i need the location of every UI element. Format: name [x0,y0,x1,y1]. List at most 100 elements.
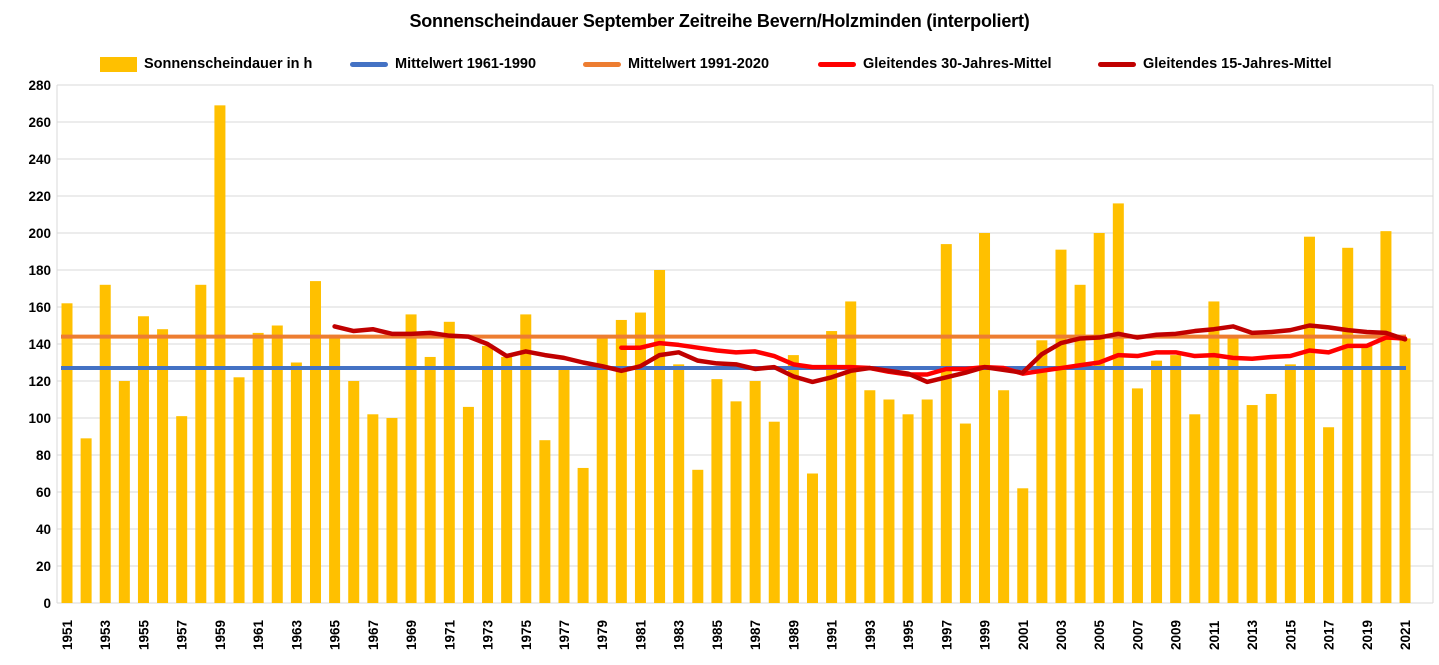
bar-2003 [1055,249,1067,603]
bar-1992 [845,301,857,603]
bar-1958 [195,284,207,603]
bar-1979 [596,336,608,603]
bar-1960 [233,377,245,603]
y-tick-40: 40 [36,522,51,537]
bar-2006 [1112,203,1124,603]
bar-1981 [634,312,646,603]
x-tick-1995: 1995 [901,619,916,650]
x-tick-1965: 1965 [328,619,343,650]
y-tick-140: 140 [28,337,51,352]
bar-2009 [1170,355,1182,603]
legend-label: Gleitendes 15-Jahres-Mittel [1143,56,1332,72]
legend-item-mittelwert-1991-2020: Mittelwert 1991-2020 [583,54,769,74]
x-tick-2005: 2005 [1092,619,1107,650]
legend-item-mittelwert-1961-1990: Mittelwert 1961-1990 [350,54,536,74]
y-tick-80: 80 [36,448,51,463]
bar-1970 [424,356,436,603]
x-tick-1985: 1985 [710,619,725,650]
x-tick-1959: 1959 [213,620,228,650]
x-tick-1969: 1969 [404,620,419,650]
y-tick-20: 20 [36,559,51,574]
bar-1984 [692,469,704,603]
y-tick-0: 0 [43,596,51,611]
legend-item-gleitendes-30-jahres-mittel: Gleitendes 30-Jahres-Mittel [818,54,1052,74]
bar-1962 [271,325,283,603]
bar-1977 [558,368,570,603]
bar-1988 [768,421,780,603]
bar-2018 [1342,247,1354,604]
blue-line-swatch-icon [350,61,388,67]
bar-2012 [1227,338,1239,603]
x-tick-2001: 2001 [1016,619,1031,650]
bar-1956 [157,329,169,603]
bar-1969 [405,314,417,603]
x-tick-2007: 2007 [1130,620,1145,650]
legend-item-gleitendes-15-jahres-mittel: Gleitendes 15-Jahres-Mittel [1098,54,1332,74]
x-tick-2011: 2011 [1207,620,1222,650]
bar-2017 [1323,427,1335,603]
x-tick-1971: 1971 [442,619,457,650]
x-tick-2017: 2017 [1322,620,1337,650]
x-tick-1979: 1979 [595,620,610,650]
bar-2014 [1265,393,1277,603]
bar-1976 [539,440,551,603]
bar-1952 [80,438,92,603]
bar-1995 [902,414,914,603]
bar-1986 [730,401,742,603]
x-tick-1977: 1977 [557,620,572,650]
red-line-swatch-icon [818,61,856,67]
x-tick-1989: 1989 [786,620,801,650]
bar-1980 [615,319,627,603]
y-tick-120: 120 [28,374,51,389]
legend-label: Sonnenscheindauer in h [144,56,313,72]
x-tick-1983: 1983 [672,619,687,650]
bar-1975 [520,314,532,603]
bar-2004 [1074,284,1086,603]
bar-1953 [99,284,111,603]
orange-line-swatch-icon [583,61,621,67]
x-tick-1967: 1967 [366,620,381,650]
bar-1982 [654,270,666,603]
bar-2016 [1303,236,1315,603]
bar-1996 [921,399,933,603]
x-tick-1997: 1997 [939,620,954,650]
bar-2007 [1131,388,1143,603]
x-tick-2019: 2019 [1360,620,1375,650]
x-tick-2003: 2003 [1054,619,1069,650]
bar-1990 [806,473,818,603]
bar-1965 [329,334,341,603]
bar-1963 [290,362,302,603]
x-tick-1991: 1991 [825,619,840,650]
bar-1991 [826,331,838,603]
bar-1993 [864,390,876,603]
x-tick-1981: 1981 [633,619,648,650]
bar-1999 [979,233,991,603]
bar-2002 [1036,340,1048,603]
x-tick-1975: 1975 [519,619,534,650]
bar-2000 [998,390,1010,603]
x-tick-1963: 1963 [289,619,304,650]
legend-label: Mittelwert 1961-1990 [395,56,537,72]
bar-1954 [118,381,130,603]
y-tick-160: 160 [28,300,51,315]
x-tick-2013: 2013 [1245,619,1260,650]
bar-1985 [711,379,723,603]
x-tick-1961: 1961 [251,619,266,650]
bar-2008 [1151,360,1163,603]
y-tick-280: 280 [28,78,51,93]
bar-1961 [252,332,264,603]
bar-1972 [462,406,474,603]
x-tick-1973: 1973 [481,619,496,650]
legend-label: Mittelwert 1991-2020 [628,56,770,72]
x-tick-1993: 1993 [863,619,878,650]
x-tick-1957: 1957 [175,620,190,650]
darkred-line-swatch-icon [1098,61,1136,67]
bar-1971 [443,321,455,603]
bar-2020 [1380,231,1392,603]
bar-1964 [309,281,321,603]
y-tick-100: 100 [28,411,51,426]
y-tick-220: 220 [28,189,51,204]
bar-2001 [1017,488,1029,603]
bar-1974 [501,356,513,603]
